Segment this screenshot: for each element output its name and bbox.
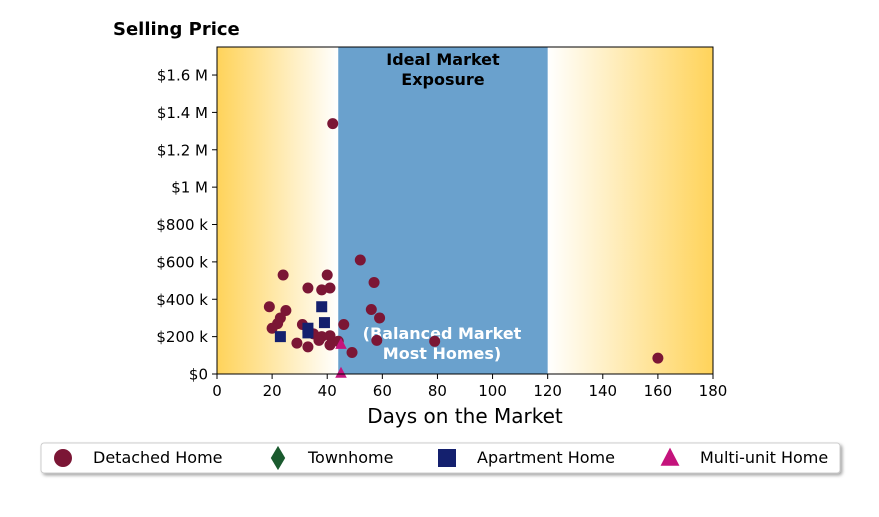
detached-home-point	[302, 282, 314, 294]
ideal-band-subtitle-line: Most Homes)	[383, 344, 501, 363]
ideal-band-title-line: Ideal Market	[386, 50, 500, 69]
apartment-home-point	[302, 327, 314, 339]
x-tick-label: 180	[699, 382, 728, 400]
y-tick-label: $600 k	[156, 253, 208, 271]
points-layer	[263, 118, 664, 378]
y-tick-label: $1.2 M	[157, 141, 208, 159]
apartment-home-point	[274, 331, 286, 343]
y-tick-label: $1.6 M	[157, 67, 208, 85]
detached-home-point	[324, 282, 336, 294]
detached-home-point	[324, 339, 336, 351]
detached-home-point	[266, 322, 278, 334]
y-tick-label: $400 k	[156, 291, 208, 309]
detached-home-point	[365, 304, 377, 316]
y-tick-label: $0	[189, 366, 208, 384]
ideal-band-subtitle-line: (Balanced Market	[363, 324, 522, 343]
detached-home-point	[277, 269, 289, 281]
detached-home-point	[429, 335, 441, 347]
legend-marker-multi-unit-home	[660, 447, 680, 466]
detached-home-point	[354, 254, 366, 266]
legend-label-townhome: Townhome	[307, 448, 393, 467]
detached-home-point	[346, 347, 358, 359]
x-tick-label: 140	[588, 382, 617, 400]
axes-layer: 0 20 40 60 80 100 120 140 160 180 $0 $200 k $400 k $6…	[156, 46, 728, 400]
plot-frame	[216, 46, 714, 375]
detached-home-point	[338, 318, 350, 330]
legend-label-multi-unit-home: Multi-unit Home	[700, 448, 828, 467]
detached-home-point	[313, 334, 325, 346]
chart-title: Selling Price	[113, 19, 240, 40]
gradient-right	[547, 47, 713, 374]
detached-home-point	[327, 118, 339, 130]
x-tick-label: 120	[533, 382, 562, 400]
legend-label-apartment-home: Apartment Home	[477, 448, 615, 467]
detached-home-point	[321, 269, 333, 281]
legend: Detached Home Townhome Apartment Home Multi…	[40, 442, 841, 474]
legend-label-detached-home: Detached Home	[93, 448, 223, 467]
y-tick-label: $200 k	[156, 328, 208, 346]
legend-marker-apartment-home	[438, 449, 456, 467]
y-tick-label: $800 k	[156, 216, 208, 234]
detached-home-point	[652, 352, 664, 364]
apartment-home-point	[318, 317, 330, 329]
detached-home-point	[324, 330, 336, 342]
detached-home-point	[316, 284, 328, 296]
detached-home-point	[263, 301, 275, 313]
legend-items: Detached Home Townhome Apartment Home Multi…	[54, 445, 828, 471]
detached-home-point	[374, 312, 386, 324]
apartment-home-point	[316, 301, 328, 313]
legend-marker-townhome	[270, 445, 286, 471]
background-layer	[217, 47, 713, 374]
y-tick-label: $1 M	[171, 179, 208, 197]
x-tick-label: 80	[428, 382, 447, 400]
y-tick-label: $1.4 M	[157, 104, 208, 122]
detached-home-point	[302, 341, 314, 353]
multi-unit-home-point	[335, 366, 347, 378]
legend-marker-detached-home	[54, 449, 72, 467]
ideal-band-title-line: Exposure	[401, 70, 485, 89]
x-axis-label: Days on the Market	[367, 404, 563, 428]
x-tick-label: 40	[318, 382, 337, 400]
x-tick-label: 20	[263, 382, 282, 400]
ideal-band	[338, 47, 548, 374]
x-tick-label: 60	[373, 382, 392, 400]
x-tick-label: 160	[644, 382, 673, 400]
x-tick-label: 0	[212, 382, 222, 400]
detached-home-point	[291, 337, 303, 349]
multi-unit-home-point	[335, 337, 347, 349]
detached-home-point	[368, 276, 380, 288]
x-tick-label: 100	[478, 382, 507, 400]
detached-home-point	[371, 334, 383, 346]
